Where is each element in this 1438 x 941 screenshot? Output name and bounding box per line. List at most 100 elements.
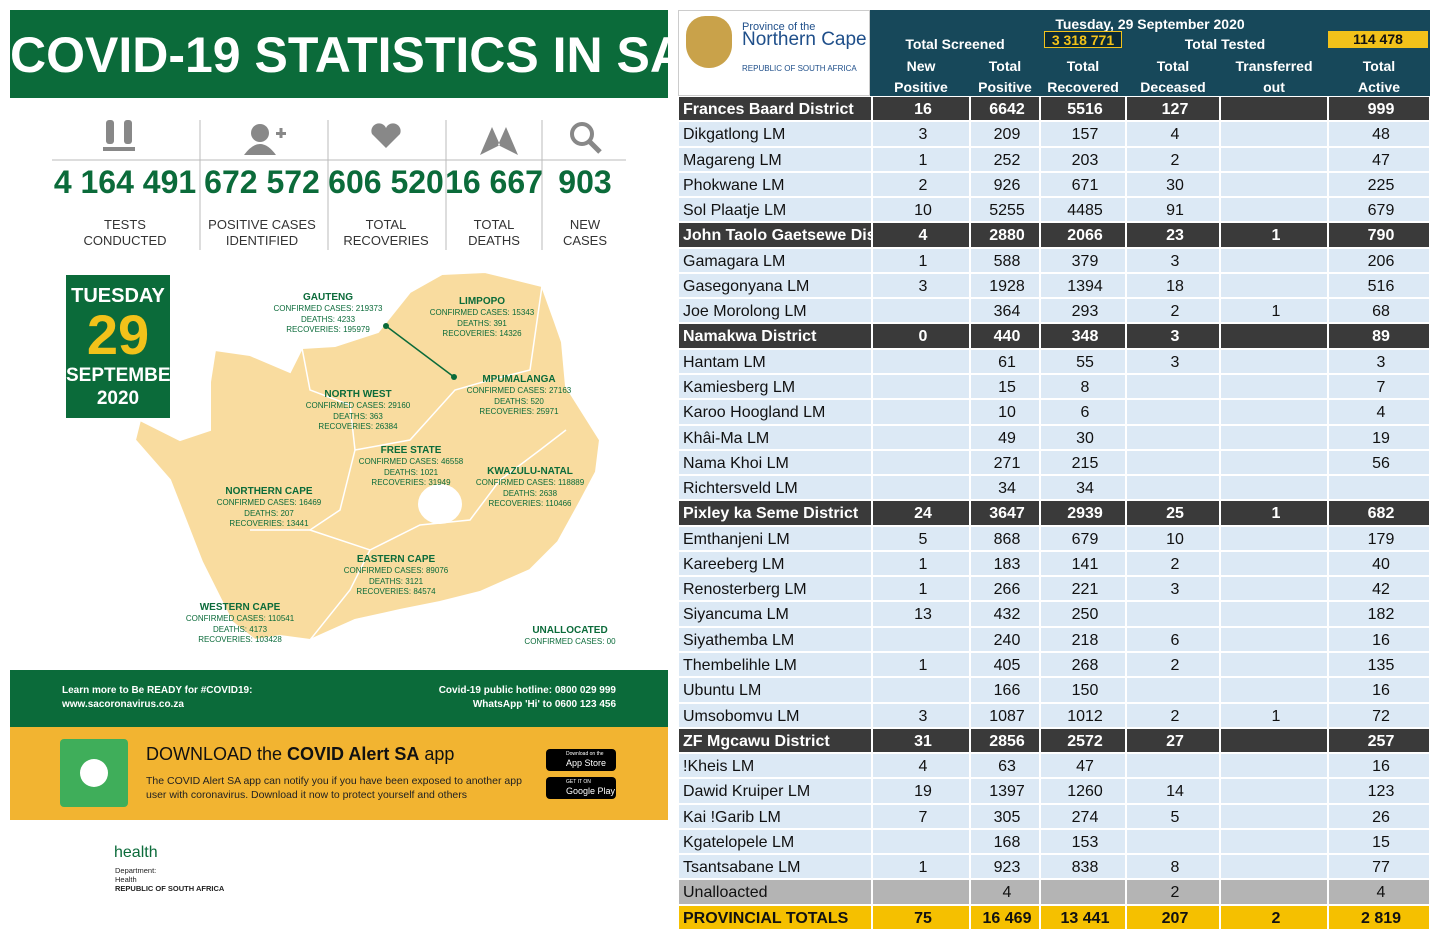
province-name: KWAZULU-NATAL xyxy=(487,466,573,477)
stat-value: 4 164 491 xyxy=(53,164,197,200)
cell: 379 xyxy=(1040,247,1126,273)
cell xyxy=(1220,778,1328,804)
cell: 1928 xyxy=(970,272,1040,299)
cell: 141 xyxy=(1040,550,1126,577)
cell: 8 xyxy=(1126,854,1220,880)
cell: 868 xyxy=(970,525,1040,551)
cell xyxy=(1220,753,1328,779)
cell: 4 xyxy=(970,879,1040,905)
date: Tuesday, 29 September 2020 xyxy=(1055,16,1245,32)
stat-label: TOTAL xyxy=(365,217,407,232)
lesotho xyxy=(418,484,462,524)
badge-text[interactable]: Google Play xyxy=(566,786,616,796)
cell xyxy=(1220,677,1328,703)
stat-label: DEATHS xyxy=(468,233,520,248)
cell: 838 xyxy=(1040,854,1126,880)
badge-small[interactable]: Download on the xyxy=(566,751,604,757)
province-stat: DEATHS: 520 xyxy=(494,396,544,406)
cell: 1 xyxy=(872,854,970,880)
cell: 2 xyxy=(1220,904,1328,930)
badge-text[interactable]: App Store xyxy=(566,758,607,768)
cell: 13 xyxy=(872,601,970,627)
app-icon-flag xyxy=(80,759,108,787)
app-store-badge[interactable] xyxy=(546,749,616,771)
cell: 1 xyxy=(1220,222,1328,248)
cell: 183 xyxy=(970,550,1040,577)
cell: 250 xyxy=(1040,601,1126,627)
cell: 10 xyxy=(872,197,970,223)
header-bg xyxy=(870,10,1430,96)
province-name: GAUTENG xyxy=(303,292,353,303)
app-heading: DOWNLOAD the COVID Alert SA app xyxy=(146,744,454,765)
cell: 679 xyxy=(1040,525,1126,551)
cell: 206 xyxy=(1328,247,1430,273)
footer-link[interactable]: www.sacoronavirus.co.za xyxy=(62,699,184,710)
cell: 7 xyxy=(872,803,970,829)
province-name: NORTHERN CAPE xyxy=(225,486,313,497)
province-stat: DEATHS: 4173 xyxy=(212,624,268,634)
cell: 516 xyxy=(1328,272,1430,299)
cell xyxy=(872,348,970,374)
cell xyxy=(1126,424,1220,450)
cell: 150 xyxy=(1040,677,1126,703)
row-label: Pixley ka Seme District xyxy=(678,500,872,526)
cell: 2 xyxy=(872,171,970,198)
cell: 3 xyxy=(872,121,970,147)
badge-small[interactable]: GET IT ON xyxy=(566,779,591,785)
google-play-badge[interactable] xyxy=(546,777,616,799)
cell xyxy=(1040,879,1126,905)
stat-label: CONDUCTED xyxy=(83,233,167,248)
cell: 40 xyxy=(1328,550,1430,577)
stat-label: CASES xyxy=(562,233,608,248)
cell: 3 xyxy=(1126,247,1220,273)
province-stat: CONFIRMED CASES: 118889 xyxy=(475,478,585,487)
row-label: Khâi-Ma LM xyxy=(678,424,872,450)
column-header: Total xyxy=(1156,58,1190,74)
row-label: Magareng LM xyxy=(678,146,872,172)
cell: 3 xyxy=(1126,323,1220,349)
cell: 2 xyxy=(1126,879,1220,905)
footer-bar xyxy=(10,670,668,727)
cell: 18 xyxy=(1126,272,1220,299)
cell: 257 xyxy=(1328,727,1430,754)
province-stat: RECOVERIES: 13441 xyxy=(229,519,309,528)
cell: 1 xyxy=(872,652,970,678)
cell: 1260 xyxy=(1040,778,1126,804)
cell: 682 xyxy=(1328,500,1430,526)
row-label: Nama Khoi LM xyxy=(678,449,872,476)
health-line: Health xyxy=(115,875,137,884)
cell: 16 xyxy=(1328,677,1430,703)
cell: 34 xyxy=(970,475,1040,501)
province-stat: CONFIRMED CASES: 15343 xyxy=(429,308,535,317)
cell: 14 xyxy=(1126,778,1220,804)
cell xyxy=(1126,449,1220,476)
cell xyxy=(1220,374,1328,400)
cell xyxy=(872,828,970,855)
row-label: Gasegonyana LM xyxy=(678,272,872,299)
cell xyxy=(1126,475,1220,501)
row-label: Kamiesberg LM xyxy=(678,374,872,400)
cell: 923 xyxy=(970,854,1040,880)
cell xyxy=(1220,576,1328,602)
cell: 49 xyxy=(970,424,1040,450)
infographic: COVID-19 STATISTICS IN SA 4 164 491 TESTS… xyxy=(10,10,687,893)
province-stat: RECOVERIES: 84574 xyxy=(356,587,436,596)
cell xyxy=(1126,753,1220,779)
cell: 61 xyxy=(970,348,1040,374)
stat-label: RECOVERIES xyxy=(343,233,429,248)
cell: 157 xyxy=(1040,121,1126,147)
title: COVID-19 STATISTICS IN SA xyxy=(10,27,687,83)
cell: 348 xyxy=(1040,323,1126,349)
row-label: Namakwa District xyxy=(678,323,872,349)
cell: 47 xyxy=(1040,753,1126,779)
cell: 1 xyxy=(872,550,970,577)
row-label: Renosterberg LM xyxy=(678,576,872,602)
cell: 2066 xyxy=(1040,222,1126,248)
province-stat: RECOVERIES: 26384 xyxy=(318,422,398,431)
cell: 4 xyxy=(1328,399,1430,425)
graphics xyxy=(10,120,668,820)
cell: 15 xyxy=(1328,828,1430,855)
cell: 168 xyxy=(970,828,1040,855)
province-stat: RECOVERIES: 110466 xyxy=(488,499,572,508)
cell: 2 xyxy=(1126,298,1220,324)
